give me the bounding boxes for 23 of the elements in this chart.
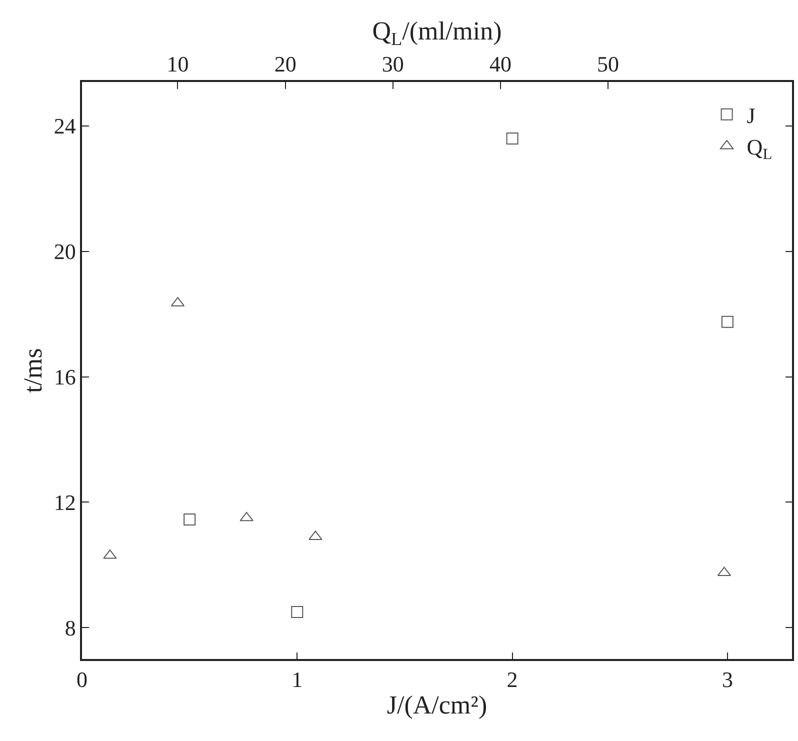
legend-label: J: [746, 102, 756, 128]
x2-tick-label: 40: [489, 51, 512, 76]
x2-tick-label: 30: [382, 51, 404, 76]
x-tick-label: 1: [292, 667, 303, 692]
x2-tick-label: 10: [166, 51, 189, 76]
y-tick-label: 20: [54, 239, 76, 264]
legend-label: Q$_{L}$: [746, 134, 772, 164]
point: [291, 606, 304, 618]
y-tick-label: 12: [54, 490, 76, 515]
x-axis-title: J/(A/cm²): [386, 690, 488, 720]
x2-tick-label: 50: [597, 51, 620, 76]
x-tick-label: 0: [76, 667, 88, 692]
x2-tick-label: 20: [274, 51, 296, 76]
y-axis-title: t/ms: [18, 348, 48, 393]
y-tick-label: 8: [64, 615, 76, 640]
y-tick-label: 24: [54, 114, 76, 139]
y-tick-label: 16: [54, 364, 76, 390]
point: [721, 316, 734, 328]
x2-axis-title: Q$_{L}$/(ml/min): [372, 16, 502, 49]
x-tick-label: 3: [722, 667, 733, 692]
point: [506, 132, 518, 144]
point: [184, 513, 196, 526]
x-tick-label: 2: [506, 667, 518, 692]
